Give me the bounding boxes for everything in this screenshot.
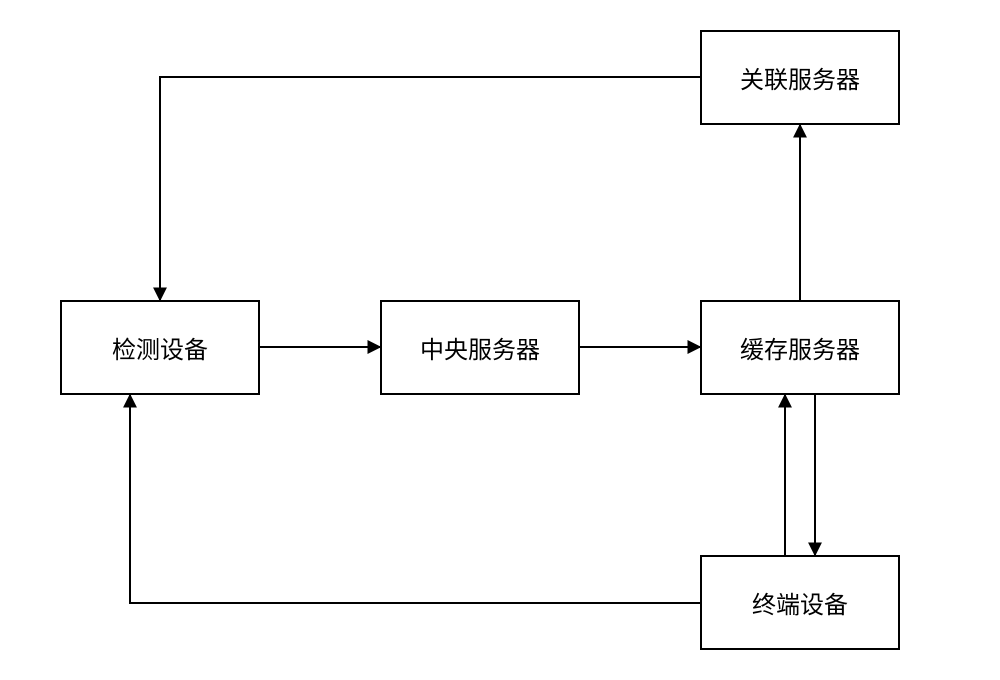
node-detection: 检测设备 [60, 300, 260, 395]
node-terminal: 终端设备 [700, 555, 900, 650]
edge-terminal-detection [130, 395, 700, 603]
node-central-label: 中央服务器 [420, 330, 540, 365]
edge-assoc-detection [160, 77, 700, 300]
node-terminal-label: 终端设备 [752, 585, 848, 620]
node-detection-label: 检测设备 [112, 330, 208, 365]
node-assoc-label: 关联服务器 [740, 60, 860, 95]
node-cache-label: 缓存服务器 [740, 330, 860, 365]
node-cache: 缓存服务器 [700, 300, 900, 395]
node-assoc: 关联服务器 [700, 30, 900, 125]
node-central: 中央服务器 [380, 300, 580, 395]
